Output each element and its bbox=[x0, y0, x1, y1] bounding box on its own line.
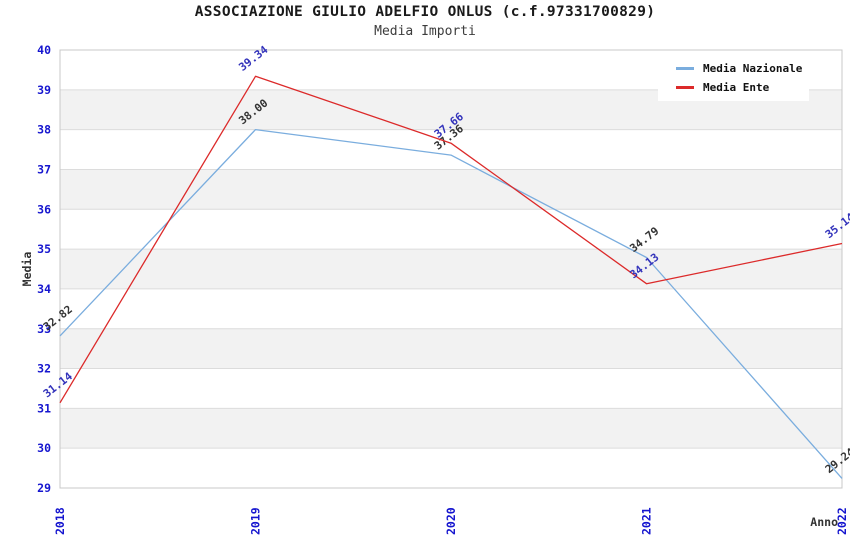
chart-title: ASSOCIAZIONE GIULIO ADELFIO ONLUS (c.f.9… bbox=[194, 4, 656, 20]
y-tick-label: 31 bbox=[37, 401, 51, 415]
data-point-label: 39.34 bbox=[236, 43, 270, 74]
y-tick-label: 40 bbox=[37, 43, 51, 57]
y-tick-label: 32 bbox=[37, 362, 51, 376]
x-tick-label: 2021 bbox=[640, 507, 654, 535]
legend-label: Media Ente bbox=[703, 81, 770, 94]
y-tick-label: 33 bbox=[37, 322, 51, 336]
legend: Media Nazionale Media Ente bbox=[658, 55, 809, 101]
background-band bbox=[60, 328, 842, 369]
legend-item-media-ente: Media Ente bbox=[676, 78, 809, 97]
y-tick-label: 37 bbox=[37, 162, 51, 176]
y-tick-label: 39 bbox=[37, 83, 51, 97]
background-band bbox=[60, 408, 842, 449]
y-tick-label: 38 bbox=[37, 123, 51, 137]
legend-swatch-media-ente bbox=[676, 86, 694, 89]
x-tick-label: 2018 bbox=[53, 507, 67, 535]
legend-item-media-nazionale: Media Nazionale bbox=[676, 59, 809, 78]
x-axis-title: Anno bbox=[810, 515, 838, 529]
y-tick-label: 34 bbox=[37, 282, 51, 296]
series-line-media-ente bbox=[59, 75, 843, 404]
x-tick-label: 2022 bbox=[835, 507, 849, 535]
x-tick-label: 2019 bbox=[249, 507, 263, 535]
x-tick-label: 2020 bbox=[444, 507, 458, 535]
y-tick-label: 35 bbox=[37, 242, 51, 256]
background-band bbox=[60, 169, 842, 210]
series-line-media-nazionale bbox=[59, 128, 843, 479]
y-tick-label: 29 bbox=[37, 481, 51, 495]
plot-border bbox=[59, 49, 843, 489]
legend-label: Media Nazionale bbox=[703, 62, 803, 75]
data-point-label: 35.14 bbox=[823, 210, 850, 241]
y-axis-title: Media bbox=[20, 251, 34, 287]
chart-subtitle: Media Importi bbox=[374, 24, 476, 39]
y-tick-label: 30 bbox=[37, 441, 51, 455]
background-band bbox=[60, 249, 842, 289]
legend-swatch-media-nazionale bbox=[676, 67, 694, 70]
y-tick-label: 36 bbox=[37, 202, 51, 216]
